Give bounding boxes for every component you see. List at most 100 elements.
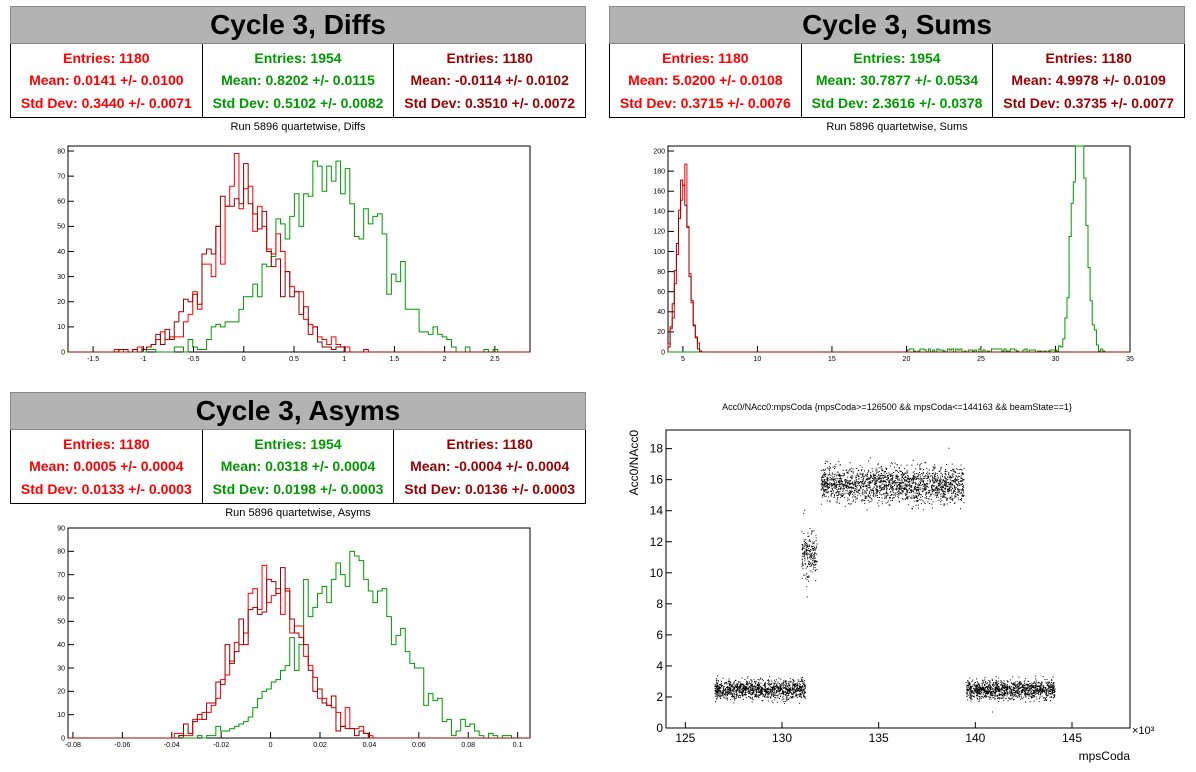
scatter-point [919, 464, 921, 466]
scatter-point [893, 494, 895, 496]
scatter-point [864, 503, 866, 504]
scatter-point [926, 482, 928, 484]
scatter-point [782, 686, 784, 688]
asyms-title: Cycle 3, Asyms [10, 392, 586, 430]
scatter-point [932, 484, 934, 486]
scatter-point [749, 686, 750, 688]
scatter-point [1030, 685, 1032, 687]
scatter-point [823, 483, 825, 485]
scatter-point [1040, 688, 1041, 690]
scatter-point [826, 490, 828, 492]
scatter-point [726, 686, 728, 688]
scatter-point [940, 501, 942, 503]
scatter-point [913, 478, 915, 480]
scatter-point [736, 684, 738, 686]
scatter-point [1007, 693, 1009, 695]
scatter-point [972, 679, 974, 681]
scatter-point [843, 486, 845, 488]
scatter-point [722, 690, 724, 692]
scatter-point [940, 486, 942, 488]
scatter-point [1033, 695, 1035, 696]
scatter-point [786, 691, 788, 693]
scatter-point [828, 487, 829, 489]
scatter-point [1027, 687, 1029, 689]
scatter-point [744, 689, 746, 691]
scatter-point [824, 463, 826, 464]
scatter-point [949, 489, 951, 491]
scatter-point [1034, 690, 1036, 692]
scatter-point [750, 697, 752, 699]
scatter-point [1019, 687, 1021, 689]
scatter-point [763, 683, 765, 685]
scatter-point [739, 694, 740, 696]
scatter-point [951, 474, 953, 476]
scatter-point [758, 697, 760, 699]
scatter-point [878, 478, 880, 480]
scatter-point [1041, 695, 1043, 697]
scatter-point [969, 689, 971, 691]
scatter-point [767, 697, 769, 699]
scatter-point [981, 695, 983, 697]
scatter-point [849, 490, 851, 492]
scatter-point [833, 480, 835, 482]
scatter-point [1019, 685, 1021, 687]
scatter-point [1047, 683, 1049, 685]
scatter-point [809, 545, 811, 547]
scatter-point [725, 682, 727, 683]
scatter-point [1013, 683, 1015, 685]
scatter-point [1049, 682, 1051, 684]
scatter-point [946, 485, 947, 487]
scatter-point [719, 690, 720, 692]
scatter-point [767, 690, 769, 692]
scatter-point [912, 490, 914, 492]
scatter-point [977, 690, 979, 692]
scatter-point [831, 488, 833, 490]
scatter-point [723, 690, 725, 692]
scatter-point [958, 475, 960, 477]
scatter-point [912, 508, 913, 510]
scatter-point [901, 476, 903, 478]
scatter-point [883, 477, 885, 479]
scatter-point [952, 498, 954, 500]
scatter-point [949, 475, 951, 477]
scatter-point [768, 693, 770, 695]
scatter-point [875, 489, 877, 491]
scatter-point [865, 495, 867, 497]
scatter-point [875, 488, 877, 490]
scatter-point [998, 687, 1000, 689]
scatter-point [815, 560, 817, 561]
scatter-point [767, 692, 769, 694]
scatter-point [768, 681, 770, 683]
scatter-point [876, 469, 878, 471]
scatter-point [810, 558, 812, 560]
scatter-point [839, 474, 841, 476]
scatter-point [829, 485, 831, 487]
scatter-point [904, 493, 906, 495]
scatter-point [826, 485, 828, 487]
scatter-point [924, 484, 926, 486]
scatter-point [723, 686, 725, 688]
scatter-point [918, 491, 920, 493]
scatter-point [898, 482, 900, 483]
scatter-point [740, 685, 742, 687]
scatter-point [751, 688, 753, 690]
scatter-point [883, 480, 885, 482]
scatter-point [761, 693, 763, 695]
scatter-point [803, 533, 805, 535]
scatter-point [1016, 687, 1018, 689]
scatter-point [998, 701, 1000, 703]
scatter-point [838, 486, 840, 487]
scatter-point [865, 492, 867, 494]
scatter-point [872, 491, 874, 493]
scatter-point [957, 497, 959, 499]
scatter-point [844, 480, 846, 482]
scatter-point [814, 570, 816, 572]
scatter-point [767, 683, 769, 685]
scatter-point [721, 684, 722, 686]
scatter-point [1024, 694, 1026, 696]
scatter-point [955, 479, 957, 481]
scatter-point [722, 687, 724, 689]
scatter-point [725, 694, 727, 696]
scatter-point [869, 497, 871, 499]
scatter-point [1017, 686, 1019, 688]
